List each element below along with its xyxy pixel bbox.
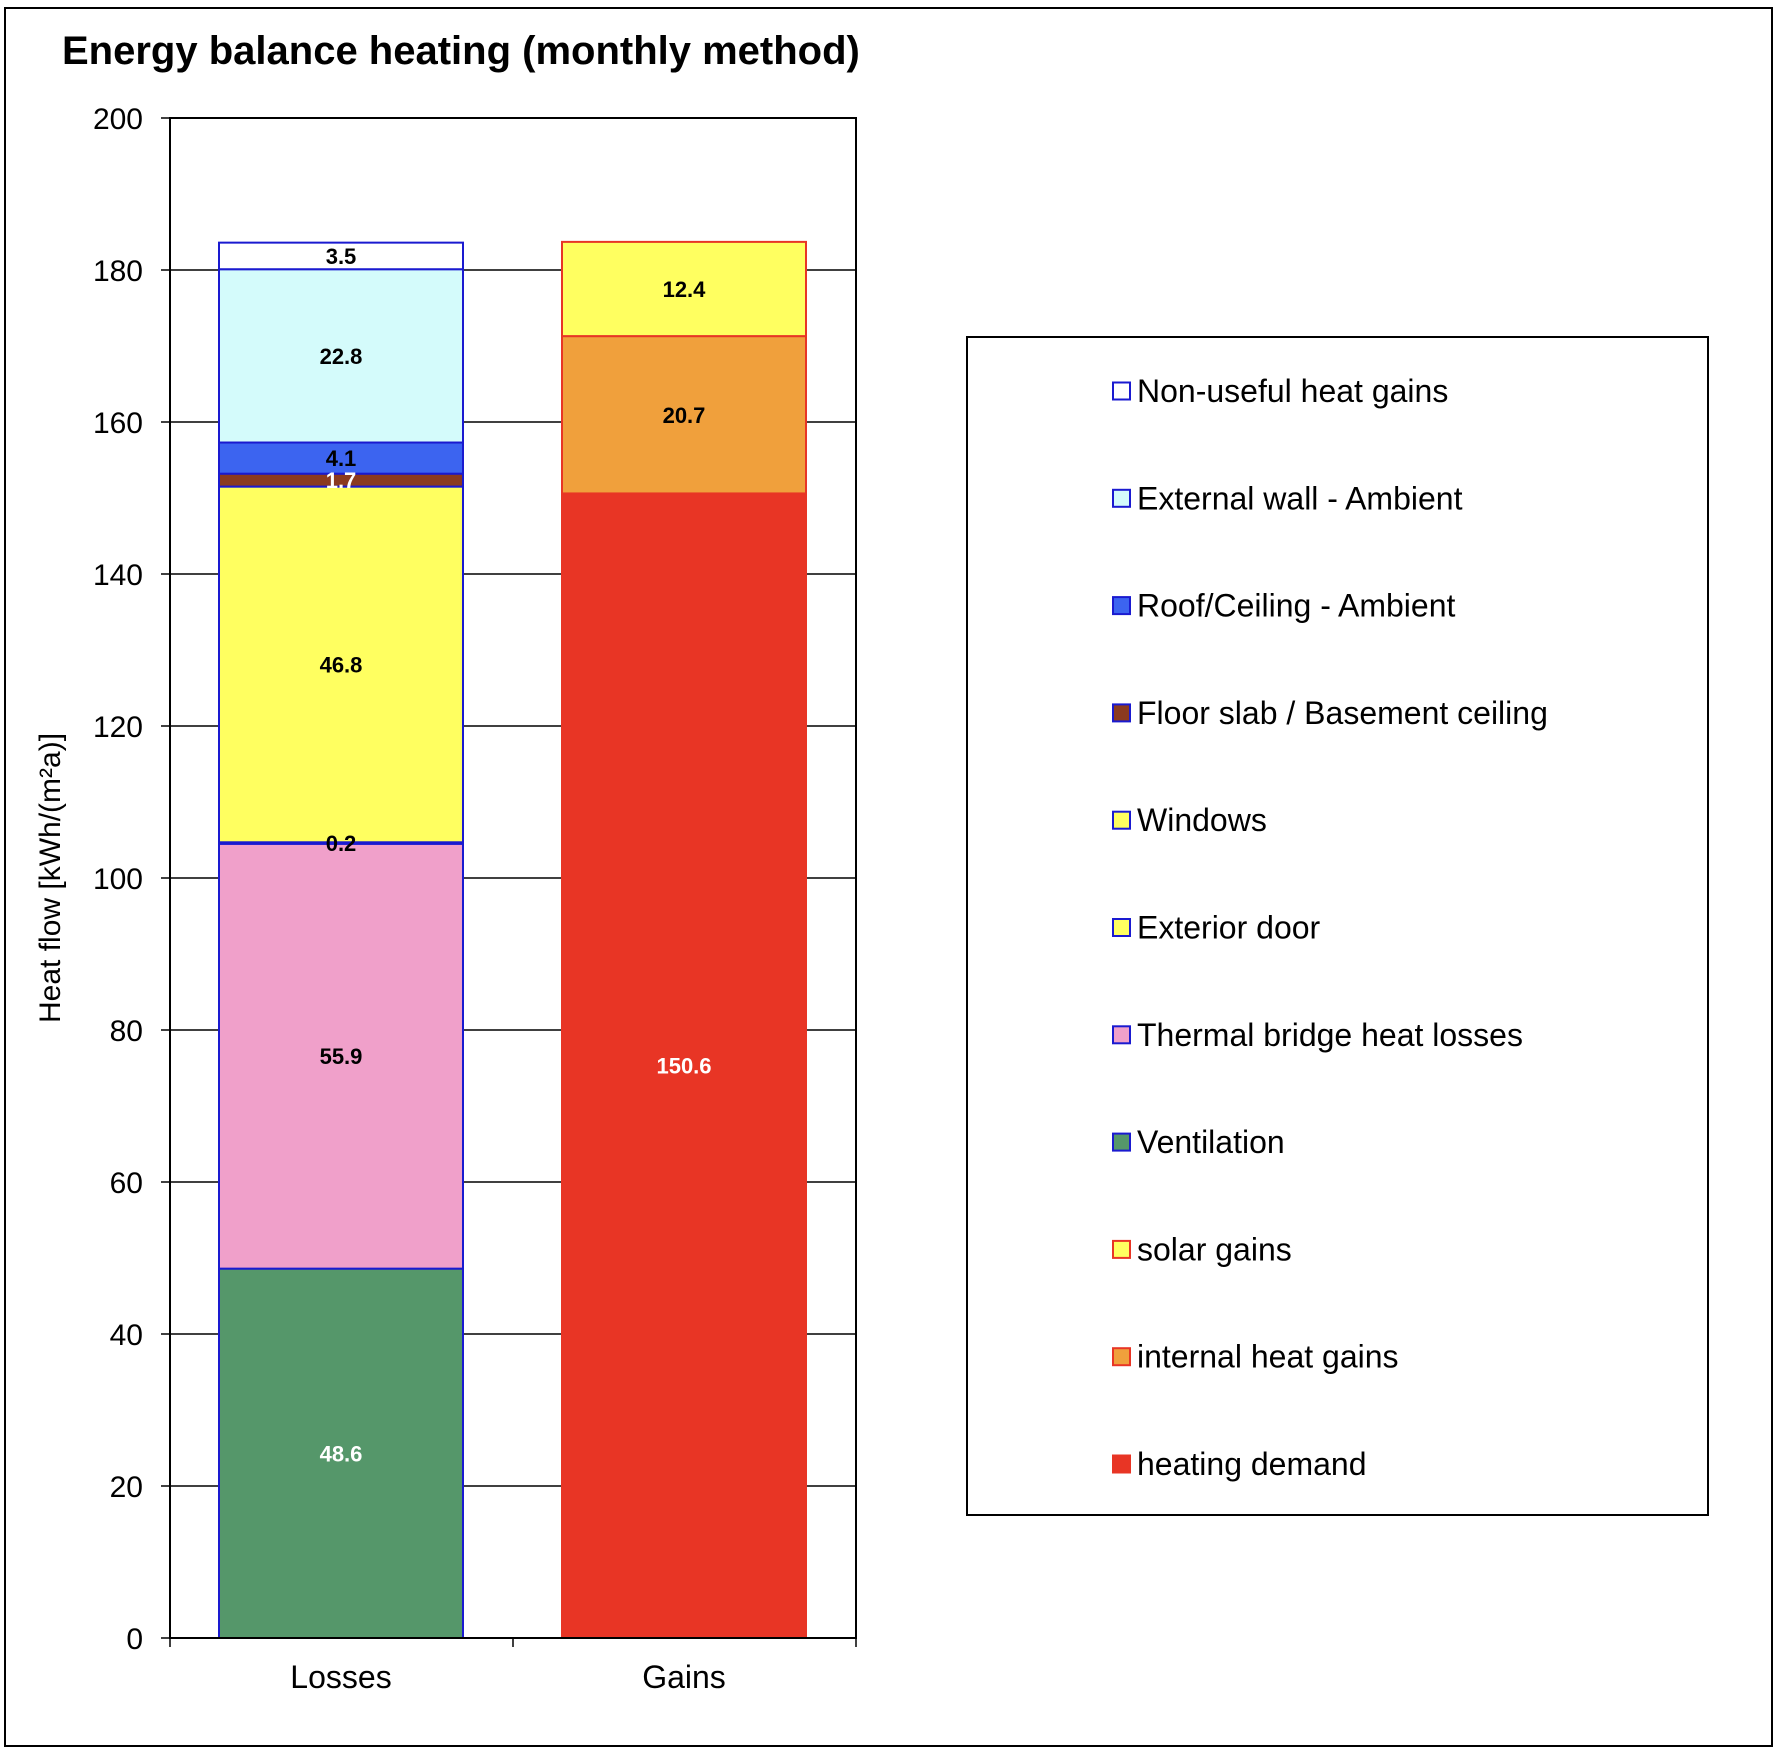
legend-swatch: [1112, 810, 1131, 830]
y-tick-label: 80: [110, 1015, 143, 1048]
y-tick-label: 20: [110, 1471, 143, 1504]
bar-value-label: 3.5: [326, 244, 357, 269]
bar-value-label: 22.8: [320, 344, 363, 369]
y-tick-label: 180: [93, 255, 143, 288]
legend-label: Roof/Ceiling - Ambient: [1137, 588, 1455, 624]
legend-label: Thermal bridge heat losses: [1137, 1017, 1523, 1053]
legend-label: Windows: [1137, 802, 1267, 838]
legend-label: internal heat gains: [1137, 1339, 1399, 1375]
legend-swatch: [1112, 1132, 1131, 1152]
legend-box: [966, 336, 1709, 1516]
bar-segment: [218, 268, 464, 444]
y-tick-label: 40: [110, 1319, 143, 1352]
bar-segment: [218, 241, 464, 271]
x-category-label: Gains: [642, 1659, 726, 1695]
bar-segment: [218, 485, 464, 844]
y-tick-label: 140: [93, 559, 143, 592]
legend-swatch: [1112, 703, 1131, 723]
bar-value-label: 1.7: [326, 468, 357, 493]
bar-value-label: 48.6: [320, 1441, 363, 1466]
axes: 0 20 40 60 80 100 120 140 160 180 200 Losses Gains: [93, 103, 857, 1695]
bar-value-label: 4.1: [326, 446, 357, 471]
legend-label: External wall - Ambient: [1137, 480, 1463, 516]
bar-segment: [561, 240, 807, 338]
bar-segment: [218, 842, 464, 1270]
legend-label: heating demand: [1137, 1446, 1367, 1482]
bar-value-label: 12.4: [663, 277, 707, 302]
legend-swatch: [1112, 1454, 1131, 1474]
bar-value-label: 150.6: [656, 1054, 711, 1079]
chart-title: Energy balance heating (monthly method): [62, 29, 860, 73]
y-tick-label: 0: [126, 1623, 143, 1656]
legend-label: Exterior door: [1137, 910, 1321, 946]
legend-swatch: [1112, 381, 1131, 401]
legend-swatch: [1112, 1347, 1131, 1367]
y-tick-label: 120: [93, 711, 143, 744]
legend-label: Non-useful heat gains: [1137, 373, 1448, 409]
legend-label: solar gains: [1137, 1231, 1292, 1267]
bars: [218, 240, 807, 1640]
legend: Non-useful heat gains External wall - Amb…: [966, 336, 1709, 1516]
data-labels: 48.6 55.9 0.2 46.8 1.74.1 22.8 3.5 150.6 20.7 12.…: [320, 244, 712, 1466]
bar-value-label: 46.8: [320, 652, 363, 677]
bar-value-label: 55.9: [320, 1044, 363, 1069]
y-tick-label: 160: [93, 407, 143, 440]
legend-swatch: [1112, 918, 1131, 937]
y-tick-label: 100: [93, 863, 143, 896]
bar-value-label: 0.2: [326, 831, 357, 856]
legend-swatch: [1112, 596, 1131, 616]
y-tick-label: 200: [93, 103, 143, 136]
bar-segment: [561, 492, 807, 1640]
legend-swatch: [1112, 1025, 1131, 1045]
legend-label: Floor slab / Basement ceiling: [1137, 695, 1548, 731]
legend-swatch: [1112, 1239, 1131, 1259]
legend-swatch: [1112, 488, 1131, 508]
bar-segment: [561, 335, 807, 495]
bar-value-label: 20.7: [663, 403, 706, 428]
y-axis-title: Heat flow [kWh/(m²a)]: [34, 733, 67, 1023]
x-category-label: Losses: [290, 1659, 391, 1695]
legend-label: Ventilation: [1137, 1124, 1285, 1160]
y-tick-label: 60: [110, 1167, 143, 1200]
